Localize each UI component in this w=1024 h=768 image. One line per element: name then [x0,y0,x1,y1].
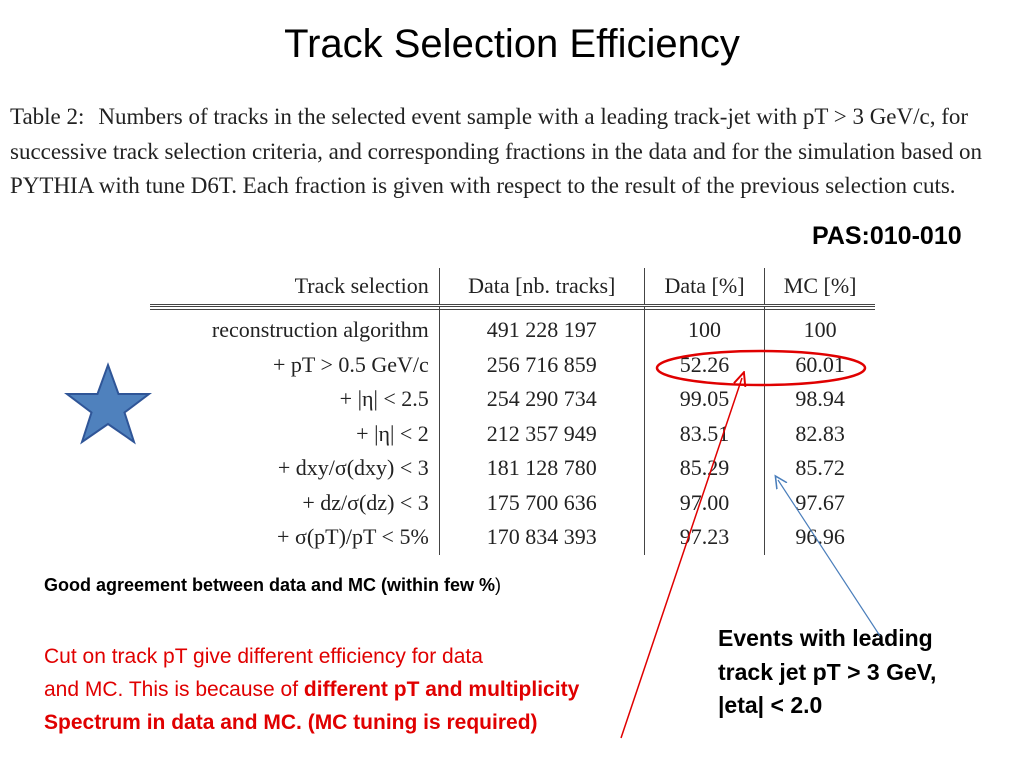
cell-mc-percent: 98.94 [764,382,875,417]
agreement-note: Good agreement between data and MC (with… [44,575,501,596]
cell-mc-percent: 82.83 [764,416,875,451]
pt-cut-note-line-2-plain: and MC. This is because of [44,678,304,701]
caption-label: Table 2: [10,104,85,129]
cell-selection: + pT > 0.5 GeV/c [273,351,429,377]
events-note-line-2: track jet pT > 3 GeV, [718,658,937,685]
caption-text: Numbers of tracks in the selected event … [10,104,983,198]
cell-tracks: 181 128 780 [438,451,645,486]
pt-cut-note-line-3: Spectrum in data and MC. (MC tuning is r… [44,706,704,739]
events-note-line-3: |eta| < 2.0 [718,692,823,718]
header-data-tracks: Data [nb. tracks] [438,268,645,306]
cell-tracks: 170 834 393 [438,520,645,555]
pt-cut-note: Cut on track pT give different efficienc… [44,640,704,739]
pt-cut-note-line-3-bold: Spectrum in data and MC. (MC tuning is r… [44,711,538,734]
table-row: + |η| < 2.5 254 290 734 99.05 98.94 [150,382,875,417]
cell-data-percent: 97.00 [643,485,765,520]
table-row: + pT > 0.5 GeV/c 256 716 859 52.26 60.01 [150,347,875,382]
cell-mc-percent: 97.67 [764,485,875,520]
table-row: + σ(pT)/pT < 5% 170 834 393 97.23 96.96 [150,520,875,555]
cell-data-percent: 85.29 [643,451,765,486]
cell-data-percent: 83.51 [643,416,765,451]
header-mc-percent: MC [%] [764,268,875,306]
cell-data-percent: 99.05 [643,382,765,417]
pt-cut-note-line-2-bold: different pT and multiplicity [303,678,580,701]
cell-mc-percent: 96.96 [764,520,875,555]
cell-mc-percent: 100 [764,305,875,348]
cell-data-percent: 52.26 [643,347,765,382]
slide-title: Track Selection Efficiency [284,22,740,66]
table-row: + |η| < 2 212 357 949 83.51 82.83 [150,416,875,451]
cell-selection: + dxy/σ(dxy) < 3 [277,455,429,481]
cell-selection: + |η| < 2.5 [339,386,429,412]
pt-cut-note-line-1: Cut on track pT give different efficienc… [44,645,483,668]
agreement-note-main: Good agreement between data and MC (with… [44,575,496,595]
cell-data-percent: 100 [643,305,765,348]
cell-selection: + |η| < 2 [356,420,429,446]
star-icon [64,362,152,445]
cell-selection: reconstruction algorithm [211,317,429,343]
table-row: + dxy/σ(dxy) < 3 181 128 780 85.29 85.72 [150,451,875,486]
cell-tracks: 256 716 859 [438,347,645,382]
cell-tracks: 212 357 949 [438,416,645,451]
cell-data-percent: 97.23 [643,520,765,555]
cell-selection: + σ(pT)/pT < 5% [277,524,429,550]
events-note: Events with leading track jet pT > 3 GeV… [718,622,1008,723]
selection-table: Track selection Data [nb. tracks] Data [… [150,268,875,555]
header-track-selection: Track selection [150,268,440,306]
events-note-line-1: Events with leading [718,625,933,651]
cell-tracks: 254 290 734 [438,382,645,417]
cell-selection: + dz/σ(dz) < 3 [302,489,429,515]
cell-mc-percent: 85.72 [764,451,875,486]
table-header-row: Track selection Data [nb. tracks] Data [… [150,268,875,306]
cell-tracks: 175 700 636 [438,485,645,520]
reference-label: PAS:010-010 [812,222,962,250]
header-data-percent: Data [%] [643,268,765,306]
cell-tracks: 491 228 197 [438,305,645,348]
table-row: + dz/σ(dz) < 3 175 700 636 97.00 97.67 [150,485,875,520]
agreement-note-tail: ) [495,575,502,595]
pt-cut-note-line-2: and MC. This is because of different pT … [44,673,704,706]
cell-mc-percent: 60.01 [764,347,875,382]
table-caption: Table 2: Numbers of tracks in the selecte… [10,100,1015,204]
table-row: reconstruction algorithm 491 228 197 100… [150,305,875,348]
